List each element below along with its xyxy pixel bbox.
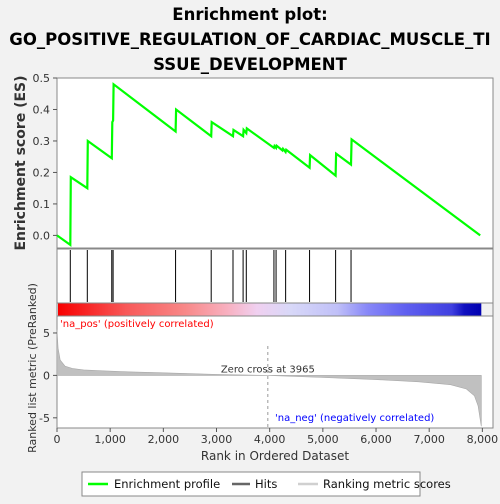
- x-tick-label: 3,000: [201, 433, 233, 446]
- metric-y-tick-label: 0: [43, 369, 50, 382]
- legend-box: [81, 471, 421, 497]
- es-y-axis-label: Enrichment score (ES): [13, 75, 29, 250]
- zero-cross-label: Zero cross at 3965: [221, 364, 315, 375]
- es-y-tick-label: 0.4: [33, 103, 51, 116]
- legend-label-hits: Hits: [255, 477, 277, 491]
- legend-label-metric: Ranking metric scores: [323, 477, 451, 491]
- title-line-3: SSUE_DEVELOPMENT: [153, 55, 347, 74]
- metric-y-axis-label: Ranked list metric (PreRanked): [26, 283, 39, 453]
- pos-label: 'na_pos' (positively correlated): [60, 319, 214, 330]
- title-line-2: GO_POSITIVE_REGULATION_OF_CARDIAC_MUSCLE…: [9, 30, 491, 49]
- title-line-1: Enrichment plot:: [172, 5, 328, 24]
- x-tick-label: 8,000: [467, 433, 499, 446]
- es-y-tick-label: 0.0: [33, 229, 51, 242]
- es-y-tick-label: 0.2: [33, 166, 51, 179]
- x-tick-label: 6,000: [360, 433, 392, 446]
- x-tick-label: 2,000: [148, 433, 180, 446]
- x-tick-label: 0: [54, 433, 61, 446]
- hits-panel: [56, 248, 494, 304]
- metric-y-tick-label: -5: [39, 412, 50, 425]
- neg-label: 'na_neg' (negatively correlated): [275, 413, 434, 424]
- legend-label-enrichment: Enrichment profile: [114, 477, 220, 491]
- x-axis-label: Rank in Ordered Dataset: [201, 449, 349, 463]
- x-tick-label: 1,000: [94, 433, 126, 446]
- enrichment-profile-line: [56, 82, 481, 248]
- es-y-tick-label: 0.3: [33, 135, 51, 148]
- es-panel: [56, 77, 494, 249]
- es-y-tick-label: 0.5: [33, 72, 51, 85]
- ranking-metric-area: [56, 329, 482, 427]
- x-tick-label: 5,000: [307, 433, 339, 446]
- rank-gradient-band: [58, 303, 482, 316]
- x-tick-label: 4,000: [254, 433, 286, 446]
- es-y-tick-label: 0.1: [33, 198, 51, 211]
- metric-y-tick-label: 5: [43, 327, 50, 340]
- x-tick-label: 7,000: [413, 433, 445, 446]
